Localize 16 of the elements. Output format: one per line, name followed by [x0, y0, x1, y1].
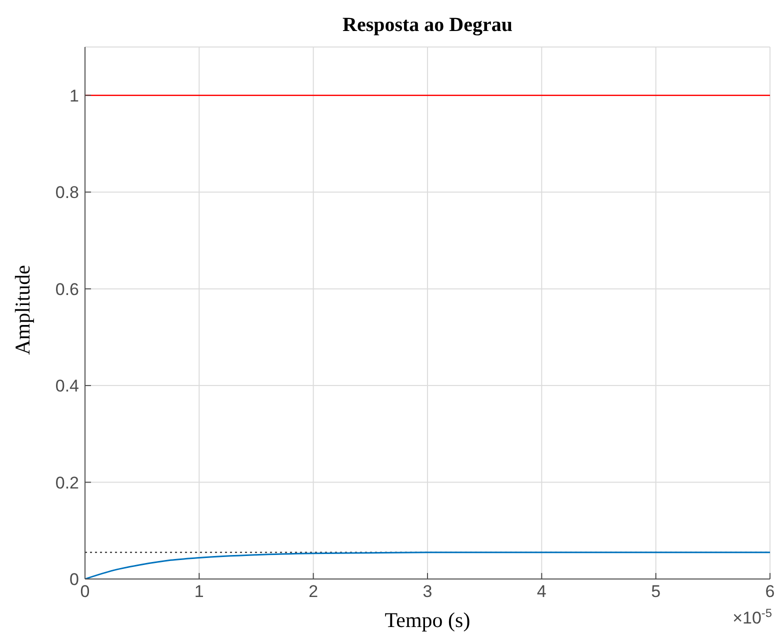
x-tick-label: 5 [651, 582, 661, 602]
x-tick-label: 4 [536, 582, 546, 602]
x-tick-label: 6 [765, 582, 775, 602]
y-tick-label: 0.2 [55, 473, 79, 492]
y-tick-label: 0.8 [55, 183, 79, 202]
x-tick-label: 3 [422, 582, 432, 602]
x-tick-label: 2 [308, 582, 318, 602]
y-tick-label: 0.6 [55, 280, 79, 299]
y-tick-label: 1 [70, 86, 79, 106]
x-axis-title: Tempo (s) [384, 608, 470, 632]
y-axis-title: Amplitude [10, 265, 36, 355]
y-tick-label: 0.4 [55, 376, 79, 396]
chart-title: Resposta ao Degrau [342, 14, 514, 37]
text: ×10$^{-5}$ [732, 606, 772, 629]
x-tick-label: 1 [194, 582, 204, 602]
y-tick-label: 0 [70, 570, 79, 590]
